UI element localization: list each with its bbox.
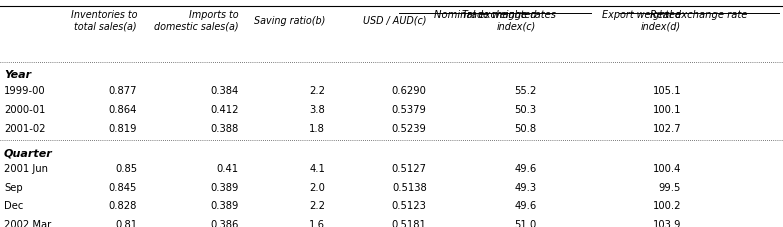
Text: Dec: Dec <box>4 201 23 211</box>
Text: 100.2: 100.2 <box>653 201 681 211</box>
Text: 2001-02: 2001-02 <box>4 123 45 133</box>
Text: 0.389: 0.389 <box>211 182 239 192</box>
Text: 1.6: 1.6 <box>309 219 325 227</box>
Text: 100.1: 100.1 <box>653 104 681 114</box>
Text: 0.5123: 0.5123 <box>392 201 427 211</box>
Text: 0.6290: 0.6290 <box>392 86 427 96</box>
Text: 1.8: 1.8 <box>309 123 325 133</box>
Text: 1999-00: 1999-00 <box>4 86 45 96</box>
Text: Export weighted
index(d): Export weighted index(d) <box>602 10 681 31</box>
Text: 0.5379: 0.5379 <box>392 104 427 114</box>
Text: 0.386: 0.386 <box>211 219 239 227</box>
Text: 0.388: 0.388 <box>211 123 239 133</box>
Text: 100.4: 100.4 <box>653 163 681 173</box>
Text: 49.6: 49.6 <box>514 201 536 211</box>
Text: 55.2: 55.2 <box>514 86 536 96</box>
Text: 3.8: 3.8 <box>309 104 325 114</box>
Text: 0.5181: 0.5181 <box>392 219 427 227</box>
Text: 0.85: 0.85 <box>115 163 137 173</box>
Text: 2.2: 2.2 <box>309 86 325 96</box>
Text: 0.877: 0.877 <box>109 86 137 96</box>
Text: USD / AUD(c): USD / AUD(c) <box>363 15 427 25</box>
Text: 50.8: 50.8 <box>514 123 536 133</box>
Text: Sep: Sep <box>4 182 23 192</box>
Text: 0.412: 0.412 <box>211 104 239 114</box>
Text: Quarter: Quarter <box>4 148 52 158</box>
Text: 0.845: 0.845 <box>109 182 137 192</box>
Text: 0.389: 0.389 <box>211 201 239 211</box>
Text: 4.1: 4.1 <box>309 163 325 173</box>
Text: Year: Year <box>4 70 31 80</box>
Text: 0.5138: 0.5138 <box>392 182 427 192</box>
Text: 0.828: 0.828 <box>109 201 137 211</box>
Text: 2.0: 2.0 <box>309 182 325 192</box>
Text: Imports to
domestic sales(a): Imports to domestic sales(a) <box>154 10 239 31</box>
Text: 99.5: 99.5 <box>659 182 681 192</box>
Text: 0.5127: 0.5127 <box>392 163 427 173</box>
Text: 0.384: 0.384 <box>211 86 239 96</box>
Text: Real exchange rate: Real exchange rate <box>650 10 748 20</box>
Text: Inventories to
total sales(a): Inventories to total sales(a) <box>70 10 137 31</box>
Text: 103.9: 103.9 <box>653 219 681 227</box>
Text: 2.2: 2.2 <box>309 201 325 211</box>
Text: 0.81: 0.81 <box>115 219 137 227</box>
Text: Trade weighted
index(c): Trade weighted index(c) <box>462 10 536 31</box>
Text: Nominal exchange rates: Nominal exchange rates <box>435 10 556 20</box>
Text: 2001 Jun: 2001 Jun <box>4 163 48 173</box>
Text: 0.864: 0.864 <box>109 104 137 114</box>
Text: 2002 Mar: 2002 Mar <box>4 219 51 227</box>
Text: Saving ratio(b): Saving ratio(b) <box>254 15 325 25</box>
Text: 0.5239: 0.5239 <box>392 123 427 133</box>
Text: 50.3: 50.3 <box>514 104 536 114</box>
Text: 49.6: 49.6 <box>514 163 536 173</box>
Text: 105.1: 105.1 <box>652 86 681 96</box>
Text: 102.7: 102.7 <box>652 123 681 133</box>
Text: 2000-01: 2000-01 <box>4 104 45 114</box>
Text: 0.819: 0.819 <box>109 123 137 133</box>
Text: 51.0: 51.0 <box>514 219 536 227</box>
Text: 49.3: 49.3 <box>514 182 536 192</box>
Text: 0.41: 0.41 <box>217 163 239 173</box>
